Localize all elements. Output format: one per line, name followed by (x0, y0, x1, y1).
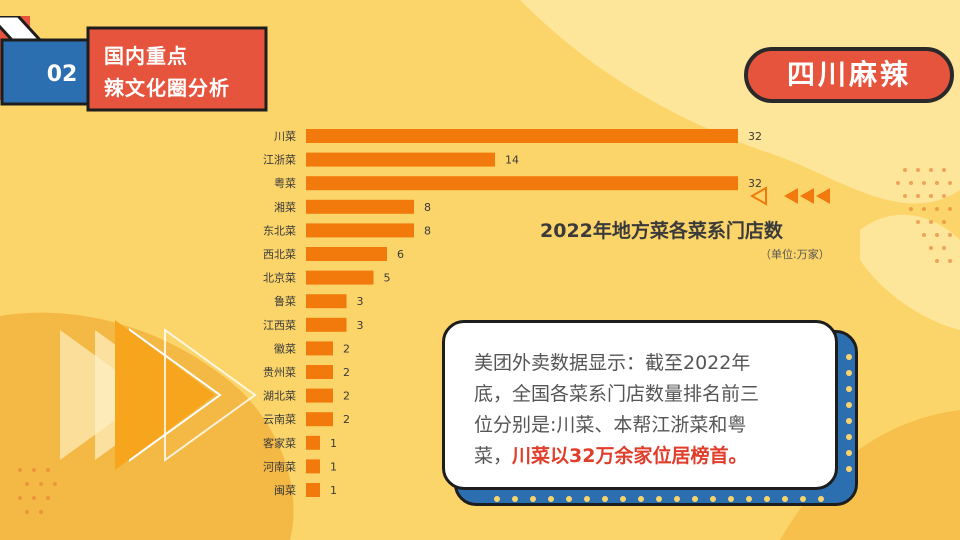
category-label: 北京菜 (263, 271, 296, 285)
section-title-line1: 国内重点 (104, 44, 188, 68)
value-label: 8 (424, 201, 431, 214)
category-label: 川菜 (274, 130, 296, 143)
callout-highlight: 川菜以32万余家位居榜首。 (512, 445, 748, 467)
value-label: 5 (384, 272, 391, 285)
value-label: 2 (343, 342, 350, 355)
category-label: 东北菜 (263, 224, 296, 237)
category-label: 湘菜 (274, 200, 296, 214)
category-label: 粤菜 (274, 176, 296, 190)
bar (306, 459, 320, 474)
bar (306, 388, 333, 403)
value-label: 3 (357, 295, 364, 308)
value-label: 2 (343, 413, 350, 426)
category-label: 闽菜 (274, 484, 296, 497)
value-label: 3 (357, 319, 364, 332)
bar (306, 435, 320, 450)
value-label: 1 (330, 437, 337, 450)
callout-line-2: 底，全国各菜系门店数量排名前三 (474, 383, 760, 405)
category-label: 湖北菜 (263, 390, 296, 403)
category-label: 云南菜 (263, 413, 296, 426)
bar (306, 270, 374, 285)
bar (306, 294, 347, 309)
category-label: 河南菜 (263, 460, 296, 473)
bar (306, 317, 347, 332)
bar (306, 341, 333, 356)
section-number: 02 (46, 62, 78, 87)
callout-line-4: 菜，川菜以32万余家位居榜首。 (474, 441, 747, 468)
bar (306, 223, 414, 238)
value-label: 6 (397, 248, 404, 261)
value-label: 2 (343, 390, 350, 403)
category-label: 鲁菜 (274, 294, 296, 308)
value-label: 2 (343, 366, 350, 379)
chart-unit: （单位:万家） (760, 248, 830, 261)
topic-badge (744, 47, 954, 103)
bar (306, 199, 414, 214)
callout-line-4-prefix: 菜， (474, 445, 513, 467)
arrow-left-icons (749, 186, 830, 206)
chart-title: 2022年地方菜各菜系门店数 (540, 220, 783, 242)
category-label: 贵州菜 (263, 366, 296, 379)
value-label: 1 (330, 460, 337, 473)
callout-line-1: 美团外卖数据显示：截至2022年 (474, 352, 751, 374)
value-label: 32 (748, 177, 762, 190)
category-label: 徽菜 (274, 341, 296, 355)
section-header-box (0, 16, 268, 112)
category-label: 西北菜 (263, 248, 296, 261)
value-label: 8 (424, 224, 431, 237)
value-label: 32 (748, 130, 762, 143)
triangle-arrows-decoration (60, 320, 257, 470)
topic-badge-text: 四川麻辣 (786, 58, 911, 91)
category-label: 江浙菜 (263, 154, 296, 167)
section-title-line2: 辣文化圈分析 (104, 76, 230, 100)
bar (306, 247, 387, 261)
category-label: 江西菜 (263, 319, 296, 332)
bar (306, 365, 333, 379)
bar (306, 152, 495, 167)
value-label: 14 (505, 154, 519, 167)
callout-line-3: 位分别是:川菜、本帮江浙菜和粤 (474, 414, 747, 436)
value-label: 1 (330, 484, 337, 497)
category-label: 客家菜 (263, 436, 296, 450)
callout-box (442, 320, 838, 490)
bar (306, 176, 738, 191)
bar (306, 129, 738, 143)
bar (306, 412, 333, 427)
bar (306, 483, 320, 497)
